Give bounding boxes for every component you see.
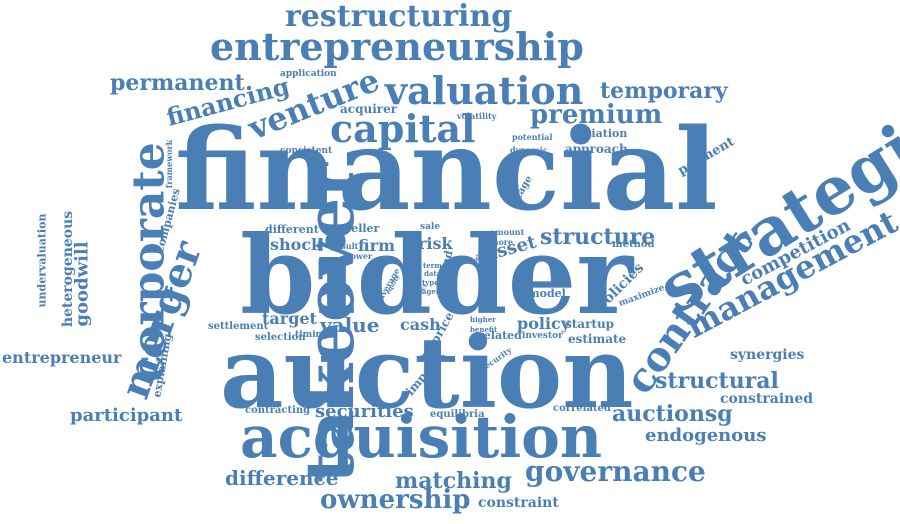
cloud-word: design xyxy=(420,352,446,361)
cloud-word: permanent xyxy=(110,70,245,96)
cloud-word: estimate xyxy=(568,332,627,346)
cloud-word: bidder xyxy=(240,213,634,339)
cloud-word: shock xyxy=(270,235,323,254)
cloud-word: framework xyxy=(164,139,175,189)
cloud-word: auction xyxy=(220,316,634,431)
cloud-word: acquisition xyxy=(240,403,603,471)
cloud-word: matching xyxy=(395,468,512,494)
cloud-word: valuation xyxy=(385,68,584,113)
cloud-word: investor xyxy=(522,331,563,341)
cloud-word: type xyxy=(422,278,439,287)
cloud-word: power xyxy=(345,251,373,261)
cloud-word: correlated xyxy=(553,403,611,414)
cloud-word: ownership xyxy=(320,485,471,515)
cloud-word: entrepreneurship xyxy=(210,24,584,69)
cloud-word: heterogeneous xyxy=(60,210,77,328)
cloud-word: cash xyxy=(400,315,441,334)
cloud-word: contracting xyxy=(245,405,311,416)
cloud-word: potential xyxy=(512,132,553,142)
cloud-word: method xyxy=(612,239,655,250)
cloud-word: value xyxy=(320,313,380,337)
cloud-word: constraint xyxy=(478,495,559,511)
cloud-word: related xyxy=(478,329,522,342)
cloud-word: structure xyxy=(540,224,656,250)
cloud-word: sale xyxy=(420,222,441,232)
cloud-word: selection xyxy=(255,332,306,343)
cloud-word: synergies xyxy=(730,347,805,363)
cloud-word: benefit xyxy=(470,325,498,334)
cloud-word: endogenous xyxy=(645,425,767,446)
cloud-word: securities xyxy=(315,401,414,422)
cloud-word: positive xyxy=(318,182,353,192)
cloud-word: data xyxy=(424,269,442,278)
cloud-word: consistent xyxy=(280,146,333,156)
cloud-word: structural xyxy=(655,368,779,394)
cloud-word: seller xyxy=(345,222,380,235)
cloud-word: premium xyxy=(530,100,663,130)
cloud-word: governance xyxy=(525,455,706,488)
cloud-word: participant xyxy=(70,405,183,426)
cloud-word: entrepreneur xyxy=(2,348,122,367)
cloud-word: startup xyxy=(565,317,615,331)
cloud-word: initiation xyxy=(570,127,628,140)
cloud-word: dynamic xyxy=(510,145,548,155)
cloud-word: difference xyxy=(225,466,339,490)
cloud-word: temporary xyxy=(600,78,728,104)
cloud-word: different xyxy=(265,223,319,236)
cloud-word: constrained xyxy=(720,391,814,407)
cloud-word: capital xyxy=(330,106,476,151)
cloud-word: amount xyxy=(490,227,525,237)
cloud-word: settlement xyxy=(208,321,269,332)
cloud-word: more xyxy=(490,237,514,247)
cloud-word: target xyxy=(262,309,317,328)
cloud-word: agent xyxy=(422,287,445,296)
cloud-word: equilibria xyxy=(430,409,485,420)
cloud-word: restructuring xyxy=(285,0,513,34)
cloud-word: application xyxy=(280,69,337,79)
cloud-word: term xyxy=(423,261,442,270)
cloud-word: risk xyxy=(418,234,453,253)
cloud-word: policy xyxy=(517,314,571,333)
cloud-word: auctionsg xyxy=(612,401,733,427)
cloud-word: volatility xyxy=(457,111,497,121)
cloud-word: acquirer xyxy=(340,102,398,116)
cloud-word: higher xyxy=(470,315,496,324)
cloud-word: goodwill xyxy=(71,241,93,327)
cloud-word: result xyxy=(332,241,359,251)
cloud-word: firm xyxy=(358,236,395,255)
cloud-word: approach xyxy=(565,142,628,156)
cloud-word: timing xyxy=(295,330,329,340)
cloud-word: undervaluation xyxy=(35,213,49,308)
cloud-word: financial xyxy=(175,105,718,236)
cloud-word: model xyxy=(528,287,566,300)
